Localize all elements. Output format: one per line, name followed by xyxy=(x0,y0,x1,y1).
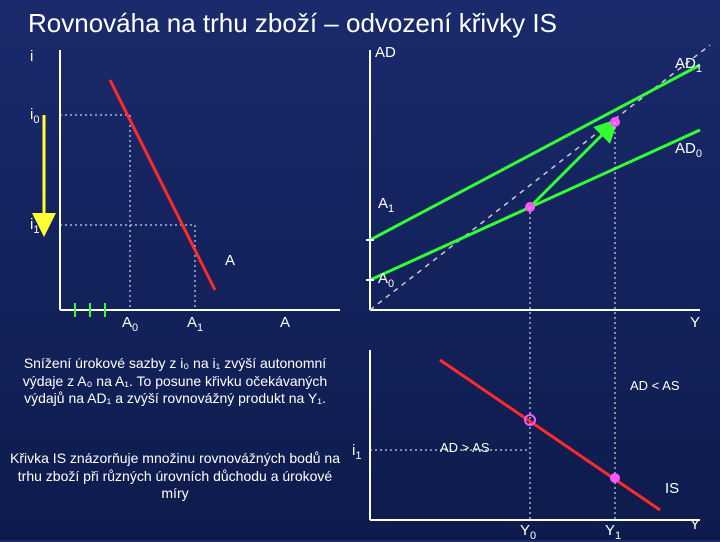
right-top-chart xyxy=(366,45,710,520)
left-y-label: i xyxy=(30,48,33,65)
label-Y1: Y1 xyxy=(605,522,621,542)
left-x-label: A xyxy=(280,314,290,331)
right-top-y-label: AD xyxy=(375,44,396,61)
right-bottom-chart xyxy=(370,350,700,520)
right-bottom-x-label: Y xyxy=(690,516,700,533)
explain-text-1: Snížení úrokové sazby z i₀ na i₁ zvýší a… xyxy=(10,355,340,408)
label-A1: A1 xyxy=(187,314,203,334)
label-IS: IS xyxy=(665,480,679,497)
is-line xyxy=(440,360,660,510)
red-line xyxy=(110,80,215,290)
label-A0-int: A0 xyxy=(378,270,394,290)
label-adltas: AD < AS xyxy=(630,378,680,393)
label-i1-bottom: i1 xyxy=(352,442,361,462)
label-AD1: AD1 xyxy=(675,55,702,75)
label-adgtas: AD > AS xyxy=(440,440,490,455)
explain-text-2: Křivka IS znázorňuje množinu rovnovážnýc… xyxy=(10,450,340,503)
label-Y0: Y0 xyxy=(520,522,536,542)
dashed-45-line xyxy=(370,45,710,310)
is-point-1 xyxy=(610,473,620,483)
arrow-ad-shift xyxy=(530,127,610,207)
label-A-mid: A xyxy=(225,252,235,269)
left-chart xyxy=(44,50,340,317)
label-i1: i1 xyxy=(30,216,39,236)
label-A1-int: A1 xyxy=(378,195,394,215)
right-top-x-label: Y xyxy=(690,314,700,331)
label-A0: A0 xyxy=(122,314,138,334)
label-i0: i0 xyxy=(30,106,39,126)
label-AD0: AD0 xyxy=(675,140,702,160)
